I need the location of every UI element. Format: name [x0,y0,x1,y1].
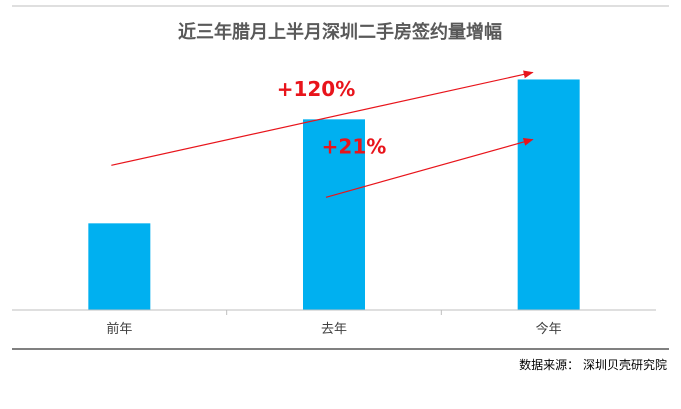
x-tick-label-cat-3: 今年 [536,321,562,337]
x-tick-label-cat-2: 去年 [321,322,347,337]
x-tick-label-cat-1: 前年 [106,321,132,337]
bar-cat-1 [88,223,151,310]
chart-title: 近三年腊月上半月深圳二手房签约量增幅 [178,21,502,43]
x-axis-ticks: 前年 去年 今年 [106,310,562,337]
growth-arrow-1 [111,70,534,166]
growth-label-2: +21% [322,134,387,158]
growth-arrow-2 [325,138,534,198]
bar-cat-2 [303,119,365,310]
annotations-layer: +120% +21% [111,70,534,198]
bars-layer [88,79,580,310]
growth-label-1: +120% [277,77,356,101]
bar-cat-3 [517,79,580,310]
source-note: 数据来源： 深圳贝壳研究院 [519,357,667,372]
